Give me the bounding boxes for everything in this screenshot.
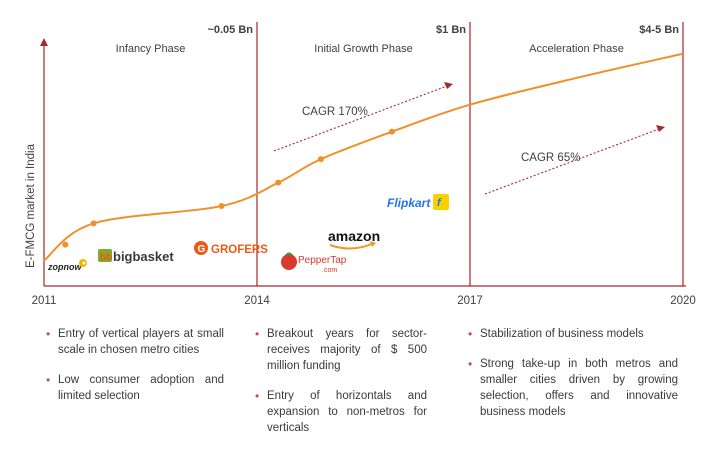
peppertap-logo: PepperTap .com xyxy=(281,252,347,274)
bullet-column-initial-growth: Breakout years for sector- receives majo… xyxy=(255,326,427,450)
phase-labels: Infancy Phase Initial Growth Phase Acceler… xyxy=(116,43,624,55)
bullet-column-infancy: Entry of vertical players at small scale… xyxy=(46,326,224,418)
bullet-item: Strong take-up in both metros and smalle… xyxy=(468,356,678,420)
bullet-item: Low consumer adoption and limited select… xyxy=(46,372,224,404)
milestone-labels: ~0.05 Bn $1 Bn $4-5 Bn xyxy=(207,24,679,36)
phase-label-1: Initial Growth Phase xyxy=(314,43,412,55)
phase-dividers xyxy=(256,22,684,286)
svg-text:G: G xyxy=(198,244,206,255)
milestone-label-0: ~0.05 Bn xyxy=(207,24,253,36)
zopnow-logo: zopnow xyxy=(47,259,87,272)
cagr-arrow-1 xyxy=(273,85,448,152)
series-points xyxy=(62,128,395,248)
bullet-item: Breakout years for sector- receives majo… xyxy=(255,326,427,374)
phase-label-2: Acceleration Phase xyxy=(529,43,624,55)
amazon-logo: amazon xyxy=(328,228,380,250)
series-point-1 xyxy=(90,220,97,227)
bullet-item: Entry of horizontals and expansion to no… xyxy=(255,388,427,436)
series-point-2 xyxy=(218,203,225,210)
x-tick-labels: 2011 2014 2017 2020 xyxy=(32,295,696,307)
cagr-arrow-1-head xyxy=(444,82,453,89)
y-axis-arrow xyxy=(40,38,48,46)
svg-text:PepperTap: PepperTap xyxy=(298,255,347,266)
cagr-arrows: CAGR 170% CAGR 65% xyxy=(273,82,665,195)
svg-text:bb: bb xyxy=(100,252,112,263)
x-tick-2014: 2014 xyxy=(244,295,270,307)
series-point-5 xyxy=(388,128,395,135)
svg-text:bigbasket: bigbasket xyxy=(113,249,174,264)
market-growth-chart: E-FMCG market in India Infancy Phase Init… xyxy=(25,22,696,307)
bullet-column-acceleration: Stabilization of business models Strong … xyxy=(468,326,678,434)
series-point-0 xyxy=(62,241,69,248)
x-tick-2020: 2020 xyxy=(670,295,696,307)
svg-text:GROFERS: GROFERS xyxy=(211,244,268,256)
phase-label-0: Infancy Phase xyxy=(116,43,186,55)
chart-axes xyxy=(40,38,686,287)
svg-text:amazon: amazon xyxy=(328,228,380,244)
brand-logos: zopnow bb bigbasket G GROFERS PepperTap … xyxy=(47,194,449,274)
milestone-label-2: $4-5 Bn xyxy=(639,24,679,36)
series-point-3 xyxy=(275,179,282,186)
bigbasket-logo: bb bigbasket xyxy=(98,249,174,264)
grofers-logo: G GROFERS xyxy=(194,241,268,256)
svg-text:Flipkart: Flipkart xyxy=(387,196,431,210)
bullet-item: Stabilization of business models xyxy=(468,326,678,342)
y-axis-label: E-FMCG market in India xyxy=(25,143,37,268)
x-tick-2011: 2011 xyxy=(32,295,57,307)
cagr-arrow-2-head xyxy=(656,125,665,132)
svg-text:zopnow: zopnow xyxy=(47,262,82,272)
cagr-label-1: CAGR 170% xyxy=(302,106,368,118)
svg-text:f: f xyxy=(437,197,442,209)
cagr-label-2: CAGR 65% xyxy=(521,152,580,164)
cagr-arrow-2 xyxy=(484,128,660,195)
x-tick-2017: 2017 xyxy=(457,295,483,307)
series-point-4 xyxy=(317,156,324,163)
milestone-label-1: $1 Bn xyxy=(436,24,466,36)
series-line xyxy=(43,52,684,262)
svg-text:.com: .com xyxy=(322,267,337,274)
bullet-item: Entry of vertical players at small scale… xyxy=(46,326,224,358)
flipkart-logo: Flipkart f xyxy=(387,194,449,210)
